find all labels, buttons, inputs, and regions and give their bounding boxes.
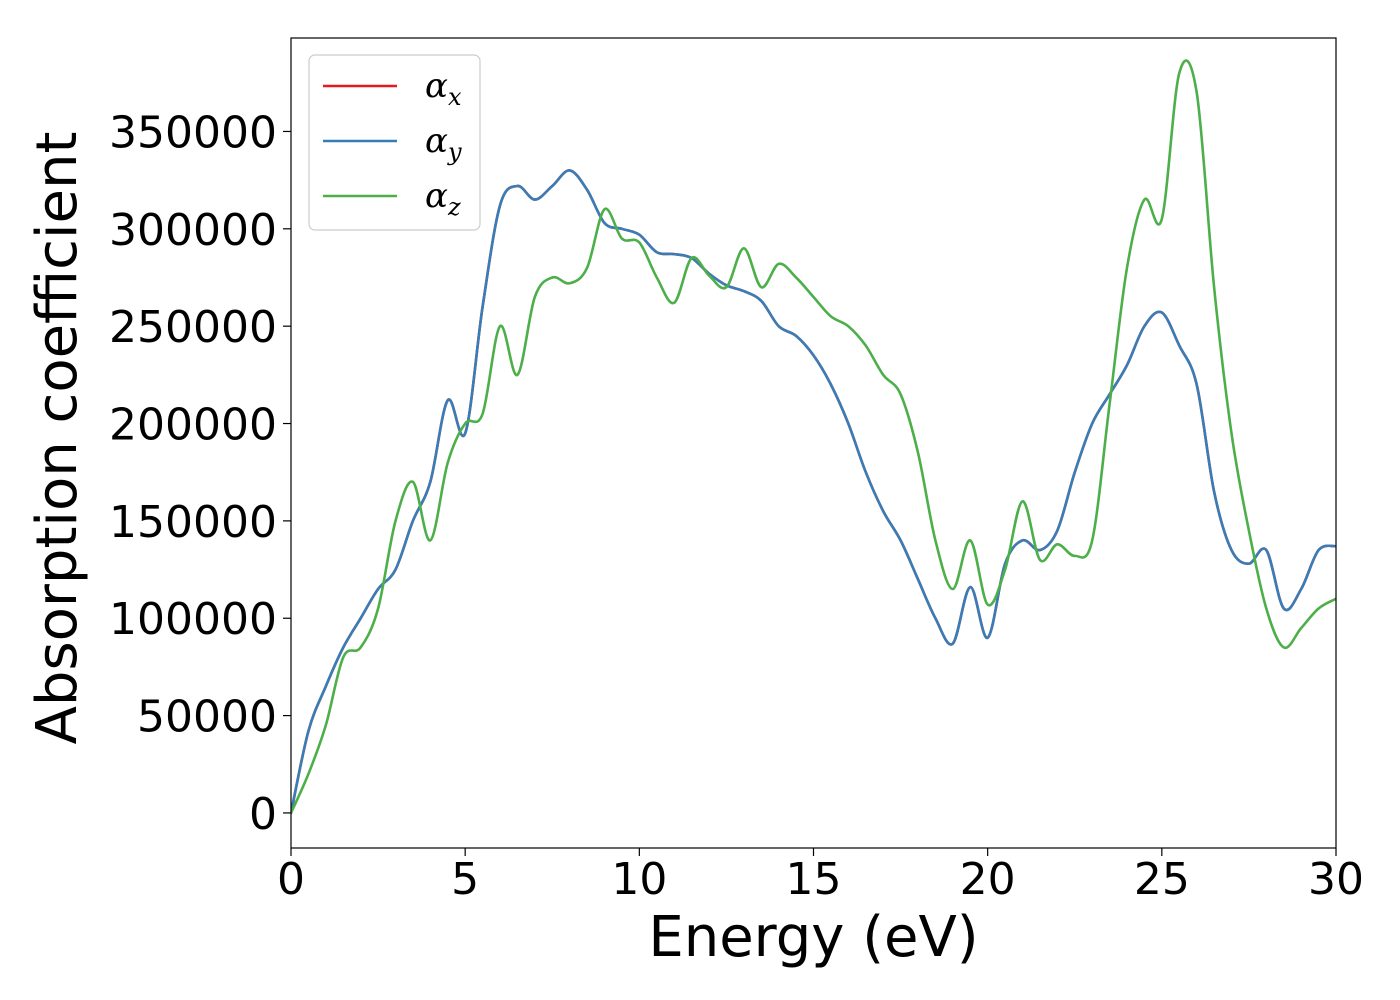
y-tick-label: 300000 — [109, 205, 277, 256]
series-layer — [291, 59, 1336, 815]
y-tick-label: 100000 — [109, 594, 277, 645]
legend-box — [308, 54, 481, 231]
x-tick-label: 20 — [960, 854, 1016, 905]
x-tick-label: 25 — [1134, 854, 1190, 905]
y-tick-label: 200000 — [109, 400, 277, 451]
y-tick-label: 0 — [249, 789, 277, 840]
legend-label-z: αz — [425, 176, 461, 221]
y-tick-label: 50000 — [137, 692, 277, 743]
y-tick-label: 350000 — [109, 107, 277, 158]
legend-label-x: αx — [425, 66, 462, 111]
y-tick-label: 150000 — [109, 497, 277, 548]
x-tick-label: 15 — [786, 854, 842, 905]
series-line-z — [291, 59, 1336, 815]
x-tick-label: 0 — [277, 854, 305, 905]
x-tick-label: 5 — [451, 854, 479, 905]
x-tick-label: 10 — [611, 854, 667, 905]
x-axis-label: Energy (eV) — [648, 905, 978, 970]
legend-label-y: αy — [425, 121, 462, 166]
series-line-y — [291, 169, 1336, 815]
y-tick-label: 250000 — [109, 302, 277, 353]
y-axis-label: Absorption coefficient — [25, 132, 90, 745]
axes-layer: 0 5 10 15 20 25 30 0 50000 100000 150000 200000 2500… — [109, 37, 1364, 905]
x-tick-label: 30 — [1308, 854, 1364, 905]
series-line-x — [291, 169, 1336, 815]
legend: αx αy αz — [308, 54, 481, 231]
